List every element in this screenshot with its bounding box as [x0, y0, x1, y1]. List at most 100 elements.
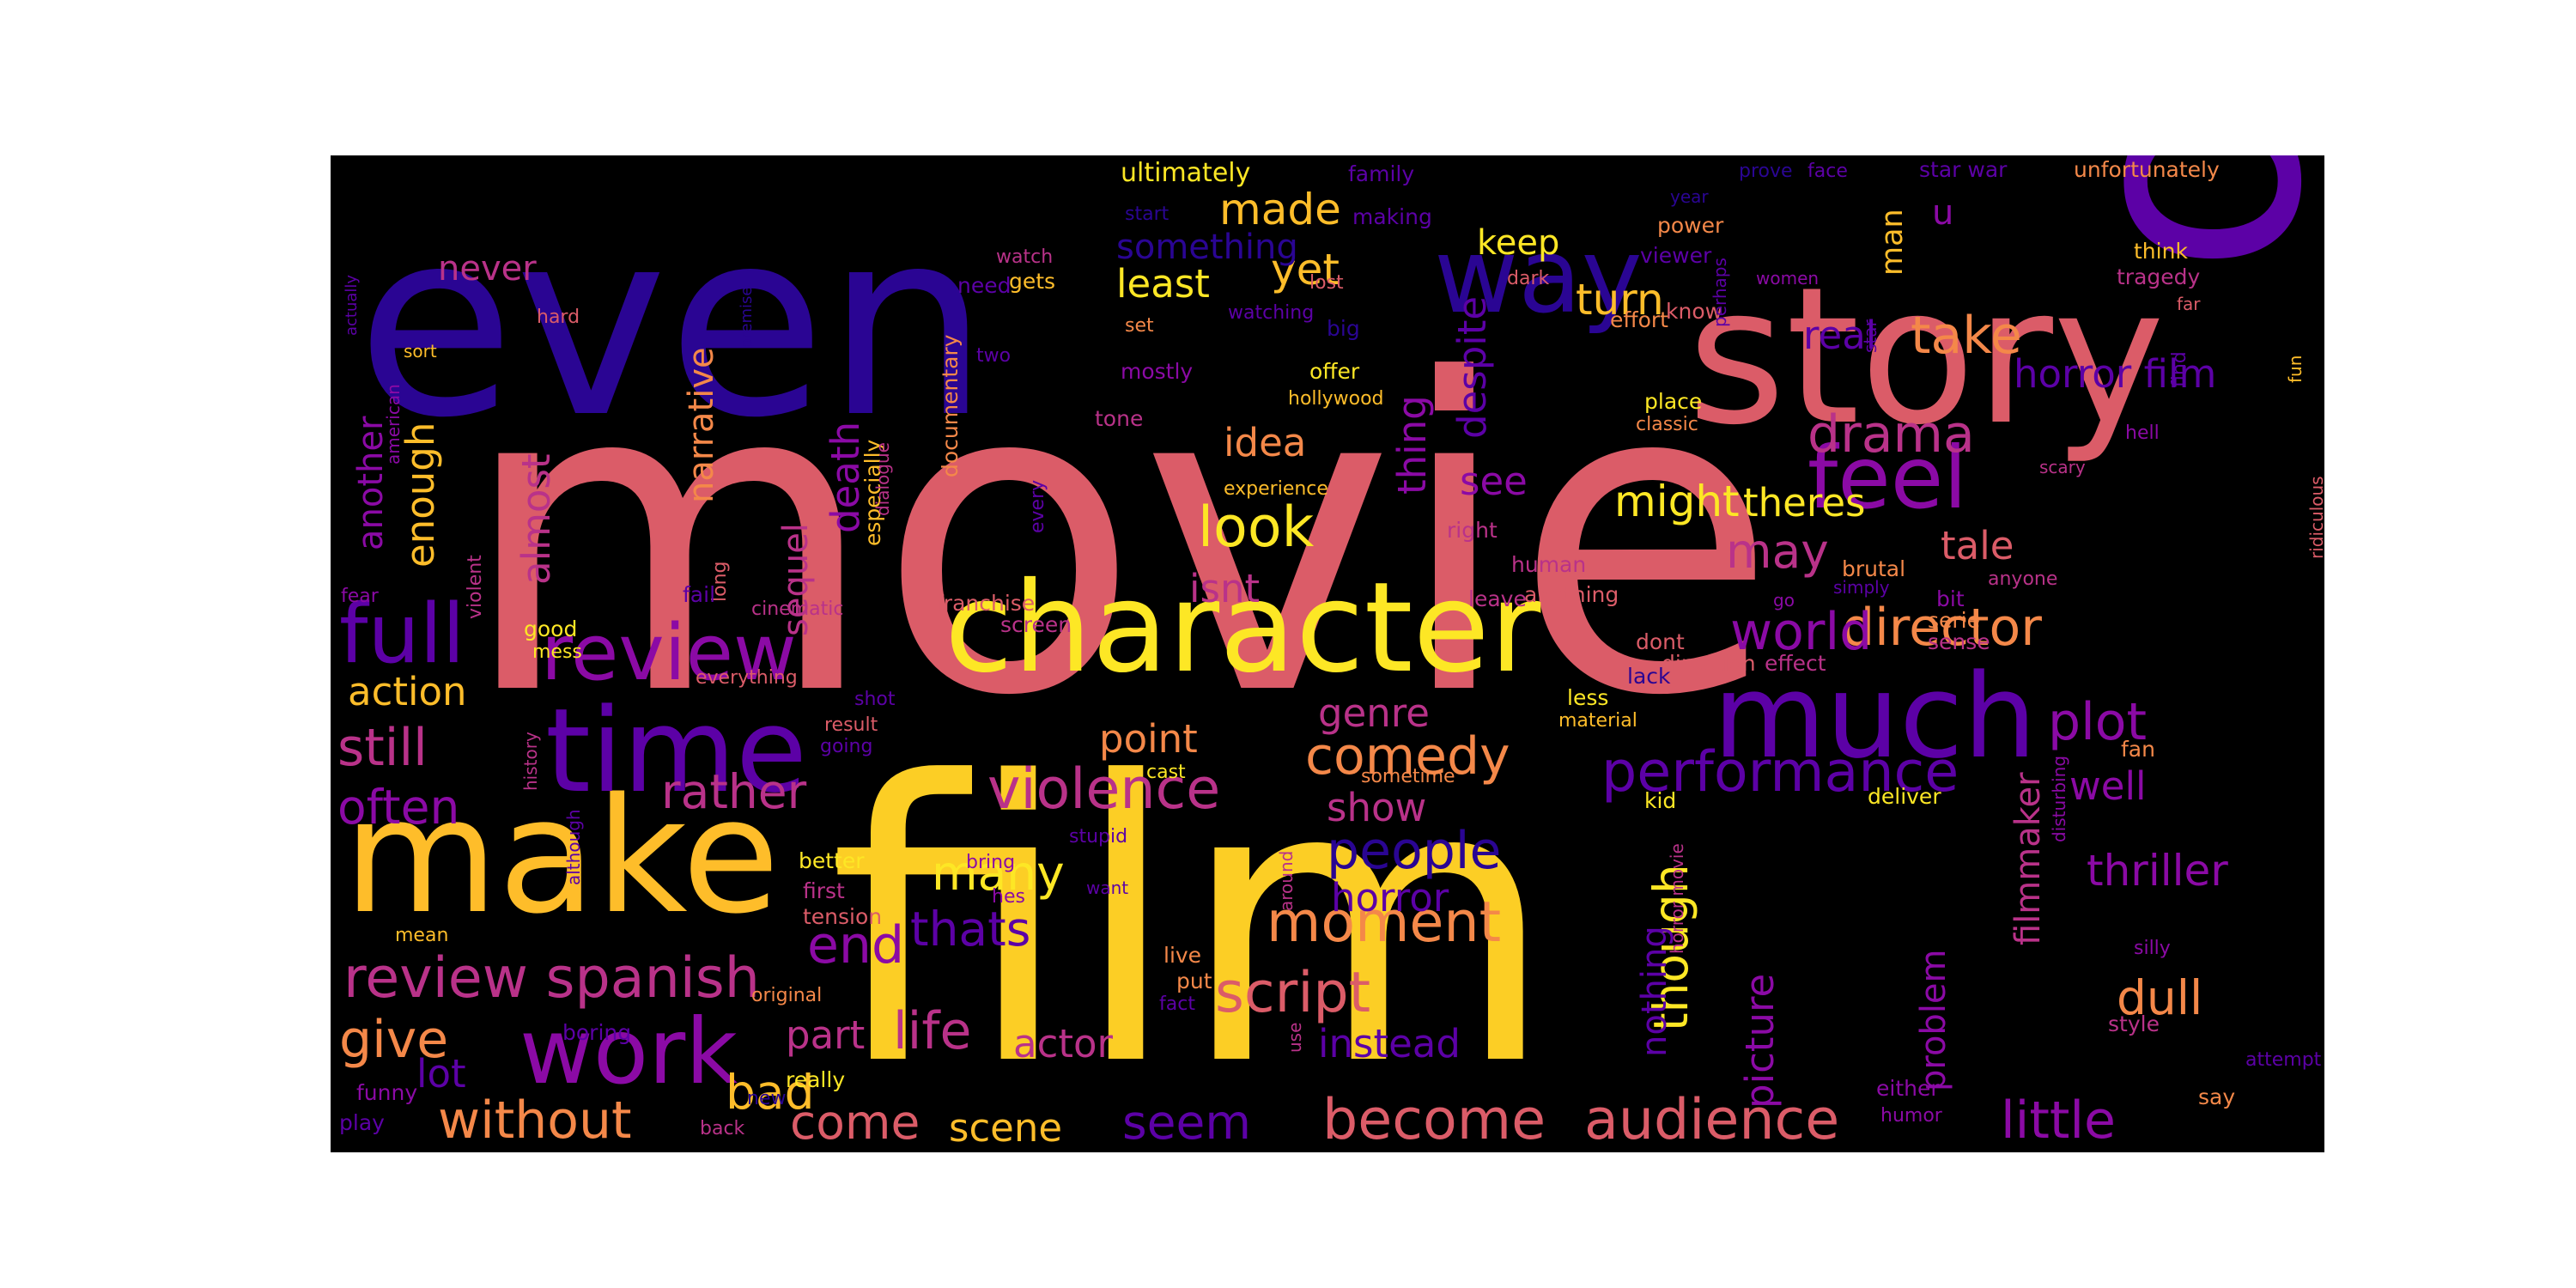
word-fail: fail [683, 582, 715, 607]
word-scene: scene [949, 1105, 1062, 1151]
word-life: life [893, 1001, 971, 1061]
word-make: make [343, 763, 780, 949]
word-dark: dark [1507, 268, 1549, 289]
word-two: two [976, 345, 1011, 367]
word-unfortunately: unfortunately [2074, 157, 2220, 182]
word-far: far [2177, 294, 2201, 314]
word-lost: lost [1309, 272, 1344, 294]
word-first: first [803, 878, 845, 903]
word-see: see [1460, 459, 1528, 504]
word-sometime: sometime [1361, 766, 1455, 787]
word-use: use [1285, 1023, 1305, 1053]
word-picture: picture [1737, 974, 1783, 1109]
word-anything: anything [1524, 582, 1619, 607]
word-man: man [1875, 209, 1910, 276]
word-still: still [337, 718, 428, 778]
word-history: history [520, 732, 541, 791]
word-shot: shot [854, 689, 896, 710]
word-audience: audience [1584, 1088, 1839, 1152]
word-screen: screen [1000, 612, 1072, 637]
word-anyone: anyone [1988, 568, 2057, 590]
word-people: people [1327, 821, 1501, 881]
word-disturbing: disturbing [2049, 756, 2069, 842]
word-may: may [1726, 524, 1829, 579]
word-serie: serie [1928, 608, 1980, 633]
word-although: although [563, 809, 584, 885]
word-feel: feel [1807, 428, 1967, 528]
word-say: say [2198, 1084, 2235, 1109]
word-hard: hard [537, 307, 580, 328]
word-american: american [383, 384, 404, 465]
word-long: long [709, 562, 731, 602]
word-without: without [438, 1091, 632, 1151]
word-right: right [1447, 518, 1498, 543]
word-genre: genre [1318, 690, 1430, 736]
word-performance: performance [1601, 740, 1959, 805]
word-original: original [751, 985, 822, 1006]
word-action: action [348, 669, 467, 714]
word-instead: instead [1318, 1021, 1461, 1066]
word-lack: lack [1627, 664, 1671, 689]
word-mostly: mostly [1121, 359, 1193, 384]
word-around: around [1276, 851, 1297, 911]
word-though: though [1643, 864, 1698, 1031]
word-humor: humor [1880, 1105, 1943, 1127]
word-lot: lot [416, 1051, 466, 1097]
word-violence: violence [987, 757, 1220, 822]
word-horror-film: horror film [2014, 351, 2216, 397]
word-narrative: narrative [682, 347, 721, 503]
word-making: making [1352, 204, 1432, 229]
word-know: know [1666, 299, 1722, 324]
word-filmmaker: filmmaker [2008, 772, 2048, 945]
word-think: think [2134, 239, 2188, 264]
word-deliver: deliver [1868, 784, 1941, 809]
word-set: set [1125, 315, 1154, 337]
word-start: start [1125, 204, 1170, 225]
word-come: come [790, 1095, 920, 1150]
word-watching: watching [1228, 302, 1314, 324]
word-effort: effort [1610, 307, 1668, 332]
word-put: put [1176, 969, 1212, 993]
word-look: look [1198, 495, 1315, 560]
word-material: material [1558, 710, 1637, 732]
word-result: result [824, 714, 878, 736]
word-funny: funny [356, 1080, 417, 1105]
word-fact: fact [1159, 993, 1195, 1015]
word-year: year [1670, 186, 1709, 207]
word-cast: cast [1146, 762, 1186, 783]
word-dont: dont [1636, 629, 1685, 654]
word-attempt: attempt [2245, 1049, 2322, 1071]
word-least: least [1116, 261, 1210, 307]
word-face: face [1807, 161, 1848, 182]
word-director: director [1842, 598, 2042, 658]
word-work: work [519, 999, 738, 1104]
word-almost: almost [513, 453, 559, 585]
word-go: go [1773, 590, 1795, 611]
word-viewer: viewer [1640, 243, 1712, 268]
word-tragedy: tragedy [2117, 264, 2201, 289]
word-find: find [2169, 351, 2190, 387]
word-premise: premise [738, 287, 756, 349]
word-dull: dull [2117, 970, 2202, 1025]
word-mess: mess [532, 641, 582, 663]
word-sense: sense [1928, 629, 1990, 654]
word-often: often [337, 780, 459, 835]
word-keep: keep [1477, 223, 1559, 263]
word-plot: plot [2048, 692, 2147, 752]
word-much: much [1713, 649, 2037, 784]
word-way: way [1434, 217, 1643, 337]
word-ridiculous: ridiculous [2306, 476, 2324, 559]
word-theres: theres [1743, 480, 1866, 526]
word-prove: prove [1739, 161, 1793, 182]
word-nothing: nothing [1635, 926, 1674, 1057]
word-fear: fear [341, 586, 380, 607]
word-live: live [1163, 943, 1201, 968]
word-star: star [1860, 319, 1880, 353]
word-direction: direction [1662, 651, 1756, 676]
word-film: film [829, 701, 1556, 1151]
word-want: want [1086, 878, 1128, 898]
word-ultimately: ultimately [1121, 158, 1250, 188]
word-thriller: thriller [2087, 846, 2228, 896]
word-back: back [700, 1118, 745, 1139]
